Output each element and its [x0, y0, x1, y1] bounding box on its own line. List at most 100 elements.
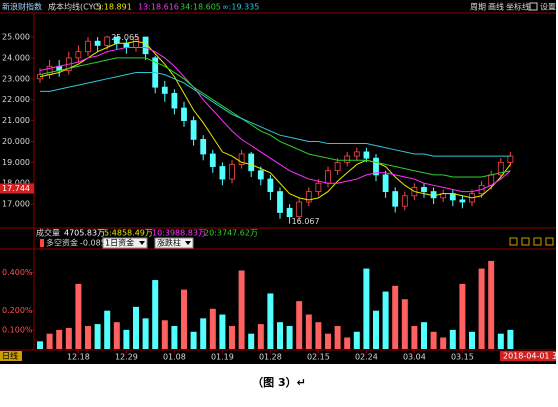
candle-body [497, 161, 504, 176]
candle-body [296, 201, 303, 218]
menu-icon[interactable] [529, 2, 538, 11]
y-tick-label: 17.000 [2, 200, 30, 209]
bar [497, 333, 504, 349]
candle-body [277, 191, 283, 213]
x-tick-label: 03.04 [403, 353, 426, 362]
candle-body [373, 157, 379, 176]
dropdown[interactable] [154, 237, 194, 249]
candle-body [392, 191, 399, 207]
bar [123, 329, 130, 349]
bar [229, 326, 235, 349]
bar [430, 331, 437, 349]
x-tick-label: 02.15 [307, 353, 330, 362]
dropdown[interactable] [102, 237, 148, 249]
bar [94, 324, 101, 349]
bar [344, 337, 351, 349]
candle-body [315, 182, 322, 192]
ma-line [39, 40, 511, 201]
y-tick-label: 19.000 [2, 158, 30, 167]
volume-label: 4705.83万 [64, 229, 105, 238]
candle-body [382, 174, 389, 192]
bar [75, 283, 82, 349]
candle-body [85, 40, 91, 53]
bar [190, 331, 197, 349]
bar [325, 333, 331, 349]
candle-body [123, 42, 130, 48]
panel-button[interactable] [545, 237, 554, 246]
bar [315, 322, 322, 349]
panel-button[interactable] [509, 237, 518, 246]
legend-entry: ∞:19.335 [222, 3, 259, 12]
bar [411, 326, 418, 349]
bar [286, 326, 293, 349]
y-tick-label: 21.000 [2, 116, 30, 125]
panel-button[interactable] [521, 237, 530, 246]
candle-body [459, 199, 466, 203]
bar [104, 310, 111, 349]
candle-body [190, 120, 197, 140]
bar [248, 333, 255, 349]
bar [65, 327, 72, 349]
dropdown-label[interactable]: 涨跌柱 [157, 238, 181, 248]
x-tick-label: 12.18 [67, 353, 90, 362]
bar [161, 320, 168, 349]
header-title: 新浪财指数 [2, 2, 42, 12]
candle-body [181, 107, 187, 121]
candle-body [325, 170, 331, 184]
volume-label: 5:4858.49万 [104, 229, 153, 238]
candle-body [229, 164, 235, 180]
indicator-name: 成本均线(CYC) [48, 2, 102, 12]
bar [488, 260, 495, 349]
ma-line [40, 72, 511, 157]
bar [401, 299, 408, 349]
x-tick-label: 01.28 [259, 353, 282, 362]
bar [209, 308, 216, 349]
menu-item[interactable]: 设置 [540, 2, 556, 12]
candle-body [430, 191, 437, 199]
legend-entry: 34:18.605 [180, 3, 221, 12]
bar [421, 322, 427, 349]
bar [257, 324, 264, 349]
candle-body [449, 193, 456, 201]
bar [507, 329, 514, 349]
last-price-box [0, 183, 34, 194]
candle-body [353, 151, 360, 157]
dropdown-arrow [139, 241, 145, 245]
last-price: 17.744 [2, 184, 30, 193]
y-tick-label: 25.000 [2, 33, 30, 42]
volume-label: 20:3747.62万 [204, 229, 258, 238]
candle-body [344, 155, 351, 163]
candle-body [171, 93, 178, 109]
bar [440, 337, 447, 349]
bar [46, 333, 53, 349]
bar [353, 331, 360, 349]
bar [152, 280, 159, 349]
y-tick-label: 23.000 [2, 74, 30, 83]
bar [142, 318, 149, 349]
dropdown-label[interactable]: 1日资金 [105, 238, 134, 248]
legend-entry: 13:18.616 [138, 3, 179, 12]
menu-item[interactable]: 坐标线 [506, 2, 530, 12]
bar [238, 270, 245, 349]
candle-body [421, 187, 427, 192]
candle-body [305, 191, 312, 203]
menu-item[interactable]: 周期 [470, 3, 486, 12]
candle-body [286, 207, 293, 218]
period-badge [0, 351, 22, 361]
bar [113, 322, 120, 349]
bar [363, 268, 370, 349]
candle-body [94, 40, 101, 46]
panel-button[interactable] [533, 237, 542, 246]
low-annotation: 16.067 [292, 217, 320, 226]
y-tick-label: 24.000 [2, 53, 30, 62]
bar [334, 326, 341, 349]
panel-subtitle: -0.085% [80, 239, 114, 248]
bar [305, 314, 312, 349]
candle-body [401, 195, 408, 207]
y-tick-label: 22.000 [2, 95, 30, 104]
high-annotation: 25.065 [111, 33, 139, 42]
menu-item[interactable]: 画线 [488, 2, 504, 12]
caption: （图 3）↵ [252, 376, 306, 389]
panel-title: 多空资金 [46, 238, 78, 248]
candle-body [200, 138, 207, 155]
